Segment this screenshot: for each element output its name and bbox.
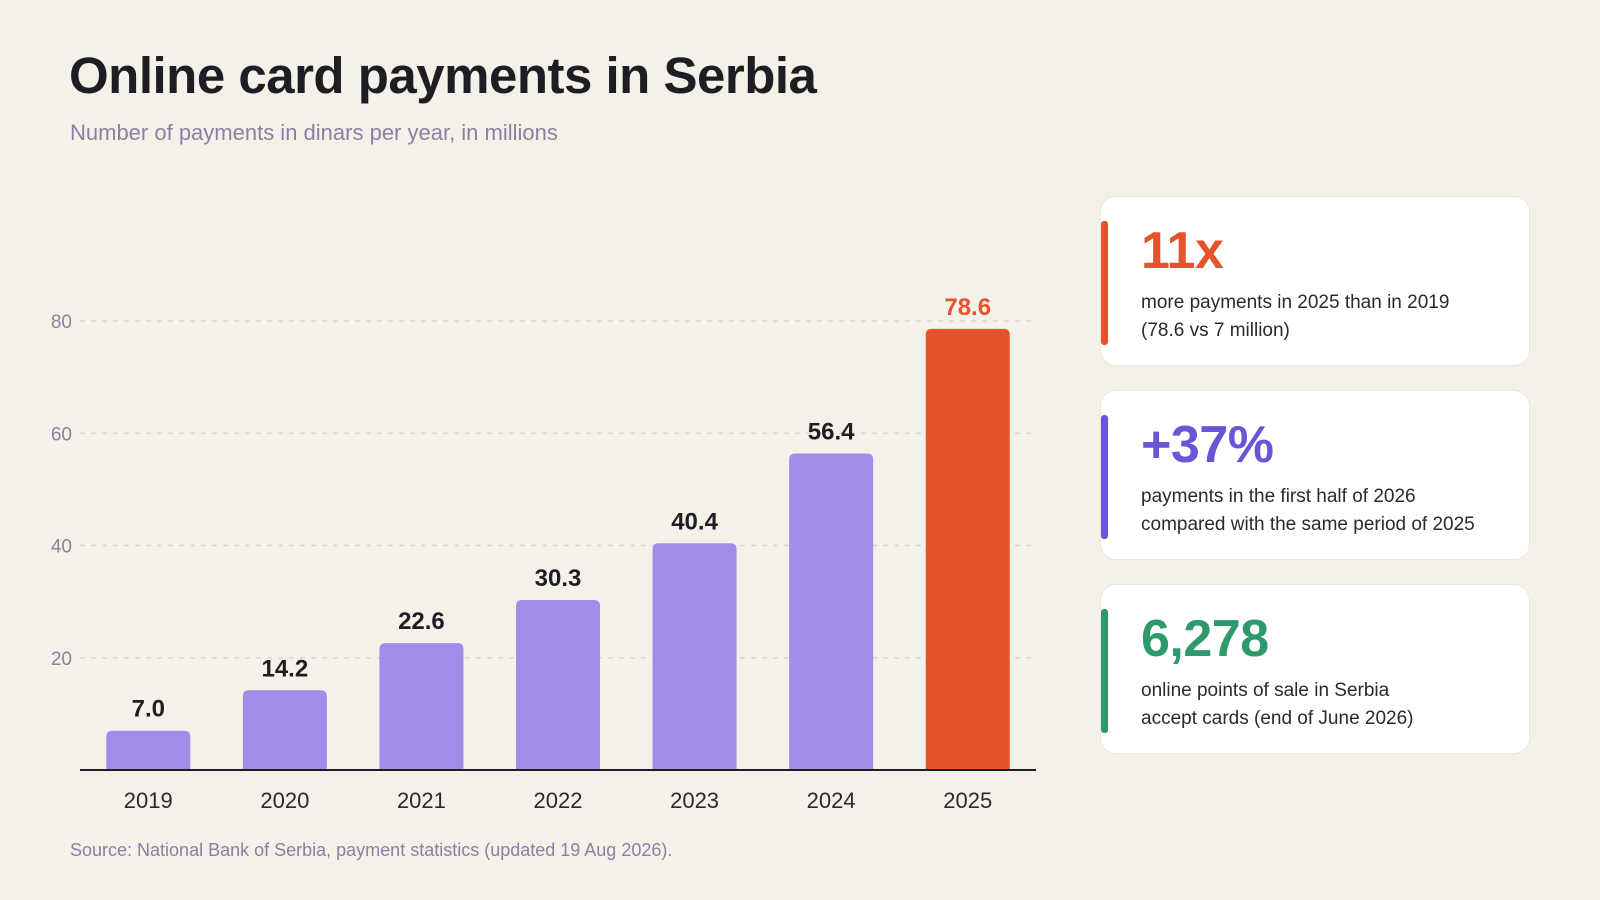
bar-2020 (242, 690, 327, 770)
data-labels: 7.0 14.2 22.6 30.3 40.4 56.4 78.6 (132, 294, 991, 723)
card-description-line: (78.6 vs 7 million) (1141, 320, 1290, 341)
data-label-2022: 30.3 (535, 565, 582, 592)
y-tick-label: 20 (51, 649, 72, 670)
card-description: online points of sale in Serbia accept c… (1141, 677, 1521, 733)
stat-card-growth: +37% payments in the first half of 2026 … (1100, 390, 1530, 560)
x-tick-labels: 2019 2020 2021 2022 2023 2024 2025 (124, 788, 992, 813)
bar-2019 (106, 730, 191, 770)
card-accent-bar (1101, 221, 1108, 345)
data-label-2024: 56.4 (808, 418, 855, 445)
y-tick-label: 60 (51, 424, 72, 445)
x-tick-label-2023: 2023 (670, 788, 719, 813)
card-description-line: compared with the same period of 2025 (1141, 514, 1475, 535)
card-description-line: accept cards (end of June 2026) (1141, 708, 1414, 729)
bar-chart: 20 40 60 80 7.0 14.2 22.6 30.3 40.4 56.4 78.6 201… (51, 294, 1036, 813)
x-tick-label-2024: 2024 (807, 788, 856, 813)
card-accent-bar (1101, 609, 1108, 733)
card-description-line: payments in the first half of 2026 (1141, 486, 1416, 507)
card-value: 11x (1141, 222, 1224, 280)
x-tick-label-2021: 2021 (397, 788, 446, 813)
source-note: Source: National Bank of Serbia, payment… (70, 840, 673, 860)
card-accent-bar (1101, 415, 1108, 539)
x-tick-label-2020: 2020 (260, 788, 309, 813)
data-label-2021: 22.6 (398, 608, 445, 635)
bar-2021 (379, 643, 464, 770)
y-tick-labels: 20 40 60 80 (51, 312, 72, 670)
y-tick-label: 80 (51, 312, 72, 333)
card-description: more payments in 2025 than in 2019 (78.6… (1141, 289, 1521, 345)
chart-subtitle: Number of payments in dinars per year, i… (70, 120, 558, 145)
data-label-2025: 78.6 (944, 294, 991, 321)
stat-card-points-of-sale: 6,278 online points of sale in Serbia ac… (1100, 584, 1530, 754)
chart-title: Online card payments in Serbia (69, 47, 817, 104)
card-description-line: online points of sale in Serbia (1141, 680, 1390, 701)
data-label-2019: 7.0 (132, 696, 165, 723)
bar-2025 (925, 328, 1010, 770)
card-value: +37% (1141, 416, 1274, 474)
stat-card-multiplier: 11x more payments in 2025 than in 2019 (… (1100, 196, 1530, 366)
bar-2022 (516, 599, 600, 770)
data-label-2020: 14.2 (261, 655, 308, 682)
card-value: 6,278 (1141, 610, 1269, 668)
card-description-line: more payments in 2025 than in 2019 (1141, 292, 1450, 313)
x-tick-label-2022: 2022 (534, 788, 583, 813)
y-tick-label: 40 (51, 537, 72, 558)
bar-2023 (652, 543, 737, 770)
bar-2024 (789, 453, 874, 770)
card-description: payments in the first half of 2026 compa… (1141, 483, 1521, 539)
bars (106, 328, 1010, 770)
data-label-2023: 40.4 (671, 508, 718, 535)
x-tick-label-2019: 2019 (124, 788, 173, 813)
x-tick-label-2025: 2025 (943, 788, 992, 813)
